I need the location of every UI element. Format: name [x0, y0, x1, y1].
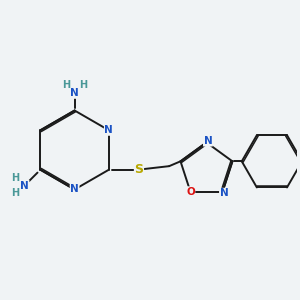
Text: H: H: [79, 80, 87, 90]
Text: H: H: [11, 173, 19, 183]
Text: N: N: [20, 181, 29, 190]
Text: N: N: [70, 184, 79, 194]
Text: O: O: [186, 187, 195, 197]
Text: H: H: [62, 80, 70, 90]
Text: S: S: [134, 163, 143, 176]
Text: N: N: [220, 188, 228, 198]
Text: N: N: [203, 136, 212, 146]
Text: N: N: [104, 125, 113, 135]
Text: N: N: [70, 88, 79, 98]
Text: H: H: [11, 188, 19, 198]
